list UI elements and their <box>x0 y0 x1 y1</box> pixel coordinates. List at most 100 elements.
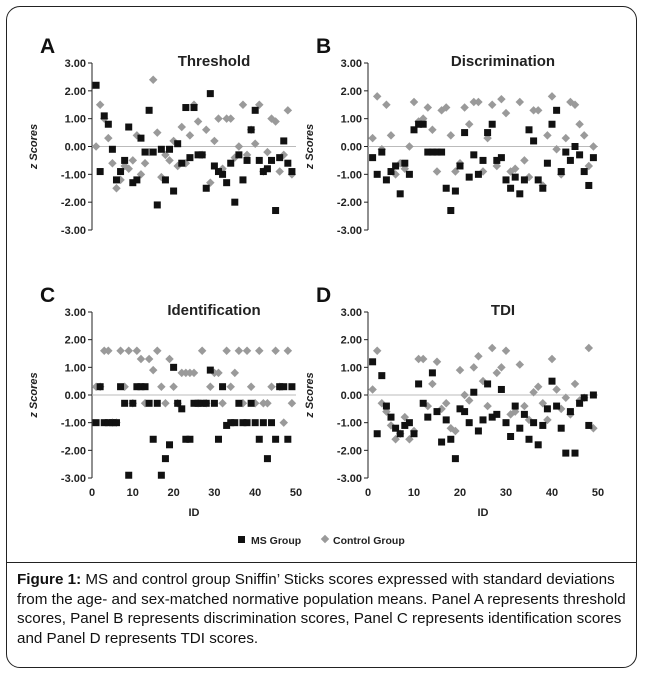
panel-c-ms-point <box>170 364 177 371</box>
legend-control-label: Control Group <box>333 535 405 547</box>
panel-d-ms-point <box>581 394 588 401</box>
panel-b-ms-point <box>549 121 556 128</box>
panel-c-control-point <box>198 346 206 354</box>
panel-c-control-point <box>235 346 243 354</box>
panel-c-control-point <box>231 369 239 377</box>
panel-a-ms-point <box>178 160 185 167</box>
figure-caption: Figure 1: MS and control group Sniffin’ … <box>17 570 627 648</box>
panel-d-ms-point <box>558 425 565 432</box>
caption-lead: Figure 1: <box>17 571 81 588</box>
panel-a-y-tick-label: -3.00 <box>61 225 86 237</box>
panel-b-ms-point <box>397 190 404 197</box>
panel-a-ms-point <box>268 157 275 164</box>
panel-a-control-point <box>92 142 100 150</box>
panel-a-control-point <box>239 101 247 109</box>
panel-c-x-tick-label: 0 <box>89 487 95 499</box>
panel-a-ms-point <box>199 151 206 158</box>
panel-c-control-point <box>255 346 263 354</box>
panel-d-ms-point <box>516 425 523 432</box>
panel-d-control-point <box>516 360 524 368</box>
panel-b-ms-point <box>475 171 482 178</box>
panel-c-letter: C <box>40 284 55 307</box>
panel-c-ms-point <box>252 419 259 426</box>
panel-a-ms-point <box>219 171 226 178</box>
panel-b-ms-point <box>544 160 551 167</box>
panel-a-letter: A <box>40 35 55 58</box>
panel-d-ms-point <box>429 369 436 376</box>
panel-a-ms-point <box>182 104 189 111</box>
panel-d-x-tick-label: 40 <box>546 487 558 499</box>
panel-a-control-point <box>214 114 222 122</box>
panel-c-y-label: z Scores <box>28 372 40 418</box>
panel-d-ms-point <box>434 408 441 415</box>
panel-d-ms-point <box>452 455 459 462</box>
panel-c-control-point <box>280 418 288 426</box>
panel-c-y-tick-label: -1.00 <box>61 418 86 430</box>
panel-d-ms-point <box>424 414 431 421</box>
panel-c-control-point <box>161 399 169 407</box>
panel-b-control-point <box>502 109 510 117</box>
panel-c-x-tick-label: 20 <box>167 487 179 499</box>
panel-d-ms-point <box>567 408 574 415</box>
panel-a-y-tick-label: -1.00 <box>61 169 86 181</box>
panel-d-control-point <box>548 355 556 363</box>
panel-d-ms-point <box>562 450 569 457</box>
panel-b-ms-point <box>567 157 574 164</box>
panel-c-ms-point <box>117 383 124 390</box>
panel-a-control-point <box>210 137 218 145</box>
panel-b-ms-point <box>378 149 385 156</box>
panel-c-control-point <box>145 355 153 363</box>
panel-c-control-point <box>222 346 230 354</box>
panel-c-ms-point <box>178 405 185 412</box>
panel-a-ms-point <box>252 107 259 114</box>
panel-b-ms-point <box>406 171 413 178</box>
panel-a-control-point <box>263 148 271 156</box>
panel-a-control-point <box>141 159 149 167</box>
panel-a-y-tick-label: 3.00 <box>65 58 86 70</box>
panel-c-x-tick-label: 10 <box>127 487 139 499</box>
panel-b-control-point <box>382 101 390 109</box>
panel-c-control-point <box>133 346 141 354</box>
panel-b-y-tick-label: 2.00 <box>341 86 362 98</box>
panel-c-control-point <box>149 366 157 374</box>
panel-c-ms-point <box>142 383 149 390</box>
panel-d-ms-point <box>397 430 404 437</box>
panel-c-ms-point <box>231 419 238 426</box>
panel-a-ms-point <box>223 179 230 186</box>
panel-b-ms-point <box>553 107 560 114</box>
panel-b-ms-point <box>392 162 399 169</box>
panel-a-ms-point <box>113 176 120 183</box>
caption-divider <box>6 562 637 563</box>
panel-c-control-point <box>116 346 124 354</box>
panel-b-ms-point <box>401 160 408 167</box>
panel-c-x-label: ID <box>189 507 200 519</box>
panel-d-ms-point <box>470 389 477 396</box>
panel-a-y-tick-label: 2.00 <box>65 86 86 98</box>
panel-d-ms-point <box>461 408 468 415</box>
panel-c-y-tick-label: -3.00 <box>61 473 86 485</box>
panel-a-ms-point <box>166 146 173 153</box>
panel-a-y-tick-label: 1.00 <box>65 114 86 126</box>
panel-d-ms-point <box>553 403 560 410</box>
panel-b-control-point <box>433 167 441 175</box>
panel-a-ms-point <box>207 90 214 97</box>
panel-d-y-tick-label: -2.00 <box>337 445 362 457</box>
panel-b-ms-point <box>470 151 477 158</box>
panel-c-ms-point <box>207 367 214 374</box>
panel-c-ms-point <box>288 383 295 390</box>
panel-b-ms-point <box>443 185 450 192</box>
panel-b-control-point <box>589 142 597 150</box>
panel-a-ms-point <box>280 137 287 144</box>
panel-c-ms-point <box>186 436 193 443</box>
panel-c-y-tick-label: 3.00 <box>65 307 86 319</box>
panel-a-y-tick-label: -2.00 <box>61 197 86 209</box>
panel-b-control-point <box>548 92 556 100</box>
panel-a-ms-point <box>186 154 193 161</box>
panel-b-ms-point <box>516 190 523 197</box>
panel-d-y-tick-label: 3.00 <box>341 307 362 319</box>
panel-b-ms-point <box>374 171 381 178</box>
panel-c-y-tick-label: 0.00 <box>65 390 86 402</box>
panel-d-x-tick-label: 10 <box>408 487 420 499</box>
legend-ms-marker <box>238 536 245 543</box>
panel-a-title: Threshold <box>178 53 251 70</box>
